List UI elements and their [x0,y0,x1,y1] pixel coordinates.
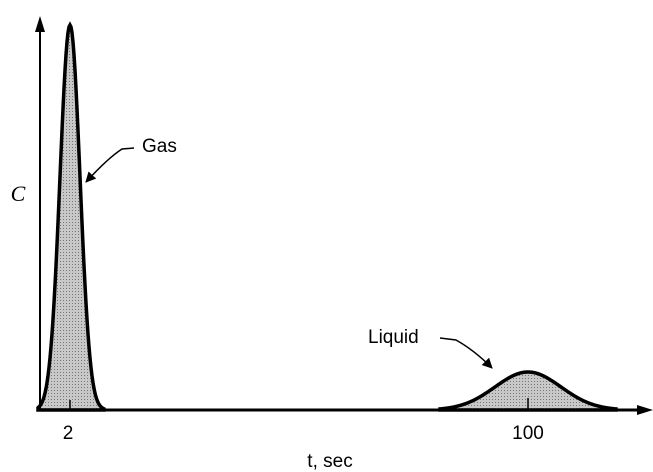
x-tick-label: 2 [63,423,74,444]
x-axis-arrow [637,405,653,415]
y-axis-label: C [11,181,26,206]
x-tick-label: 100 [512,423,544,444]
y-axis-arrow [35,16,45,32]
gas-leader [85,147,135,183]
peak-label: Liquid [368,327,419,348]
gas-peak [36,21,106,412]
liquid-peak [438,370,618,412]
peak-label: Gas [142,136,177,157]
x-axis-label: t, sec [307,451,352,472]
liquid-leader [439,337,493,369]
